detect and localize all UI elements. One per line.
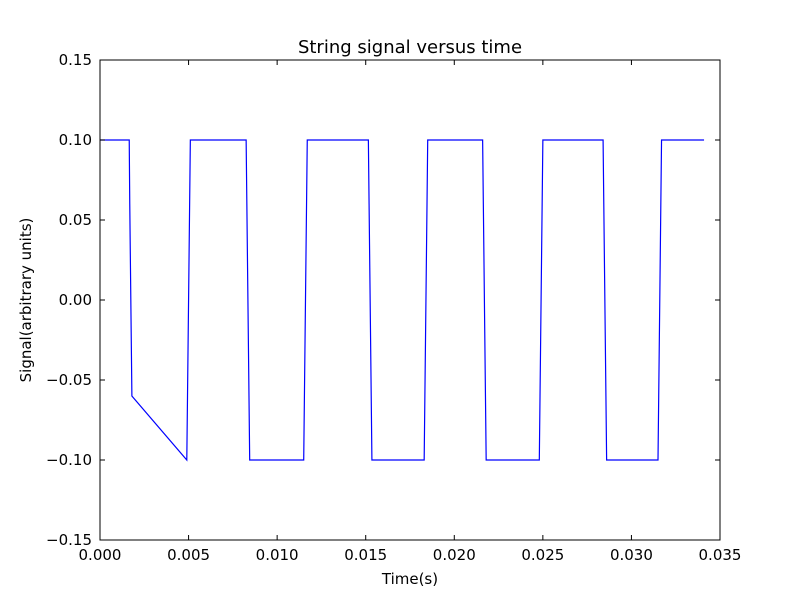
axes-frame bbox=[99, 59, 721, 541]
y-axis-title: Signal(arbitrary units) bbox=[17, 218, 35, 383]
y-tick-label: −0.15 bbox=[46, 531, 92, 549]
chart-title: String signal versus time bbox=[298, 37, 522, 58]
y-tick-label: 0.05 bbox=[59, 211, 92, 229]
series-line-signal bbox=[100, 139, 705, 462]
plot-area bbox=[100, 139, 705, 462]
x-tick-label: 0.030 bbox=[610, 546, 653, 564]
y-tick-label: −0.10 bbox=[46, 451, 92, 469]
x-tick-label: 0.020 bbox=[433, 546, 476, 564]
x-axis-title: Time(s) bbox=[381, 570, 438, 588]
x-tick-label: 0.000 bbox=[79, 546, 122, 564]
y-tick-label: −0.05 bbox=[46, 371, 92, 389]
y-tick-label: 0.00 bbox=[59, 291, 92, 309]
x-tick-label: 0.005 bbox=[167, 546, 210, 564]
x-tick-label: 0.010 bbox=[256, 546, 299, 564]
tick-labels: 0.000 0.005 0.010 0.015 0.020 0.025 0.030 0.035… bbox=[46, 51, 741, 564]
x-tick-label: 0.015 bbox=[344, 546, 387, 564]
y-tick-label: 0.15 bbox=[59, 51, 92, 69]
x-tick-label: 0.035 bbox=[699, 546, 742, 564]
x-tick-label: 0.025 bbox=[521, 546, 564, 564]
y-tick-label: 0.10 bbox=[59, 131, 92, 149]
